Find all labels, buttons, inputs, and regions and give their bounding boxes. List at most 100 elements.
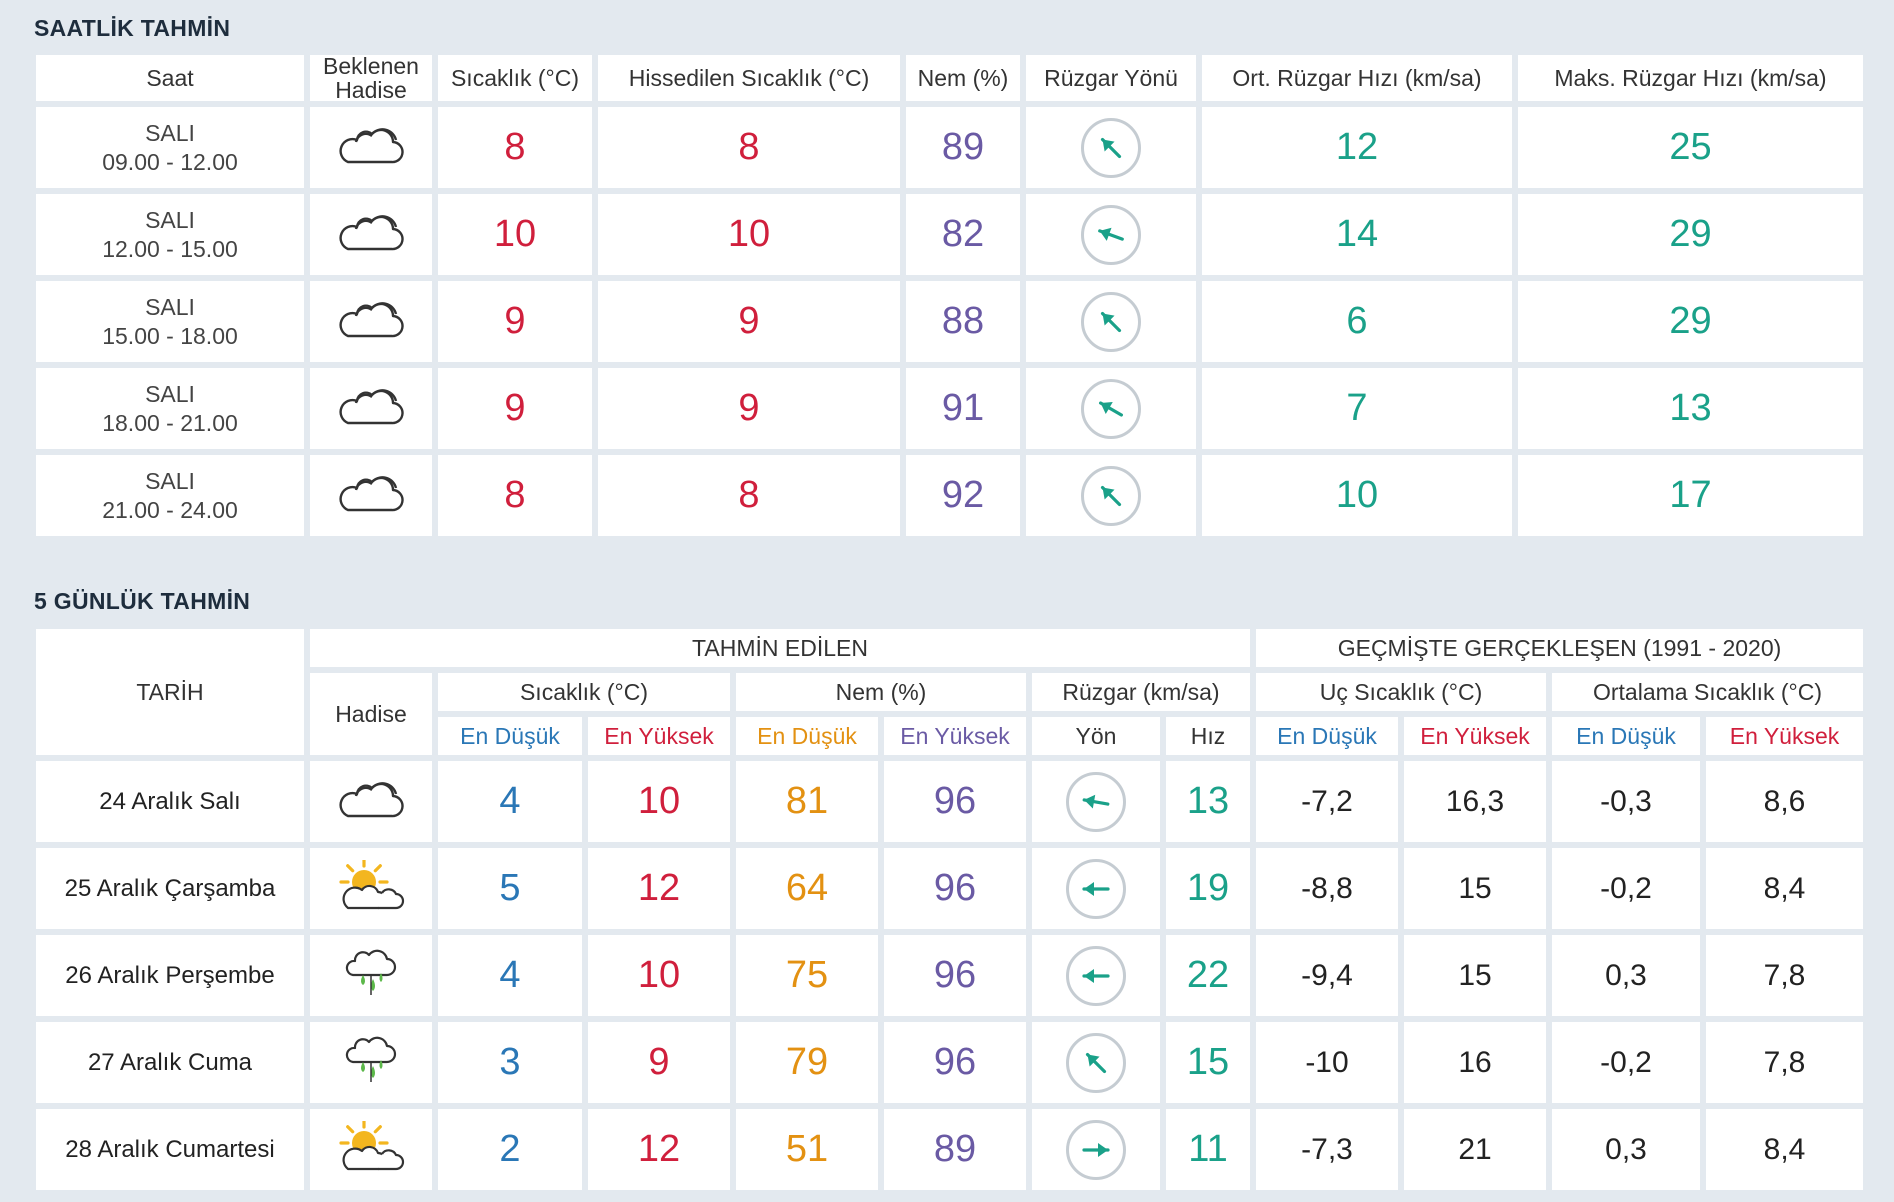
temp-max-value: 10 (588, 761, 730, 842)
extreme-min-value: -7,2 (1256, 761, 1398, 842)
day-name: SALI (145, 467, 195, 494)
wind-speed-value: 13 (1166, 761, 1250, 842)
temp-max-value: 9 (588, 1022, 730, 1103)
cloudy-icon (334, 122, 408, 173)
weather-icon-cell (310, 848, 432, 929)
max-wind-value: 29 (1518, 281, 1863, 362)
weather-icon-cell (310, 455, 432, 536)
wind-direction-indicator (1081, 378, 1141, 439)
temperature-value: 8 (438, 107, 592, 188)
header-ortalama-sicaklik: Ortalama Sıcaklık (°C) (1552, 673, 1863, 711)
header-hadise-line-2: Hadise (335, 77, 407, 103)
avg-wind-value: 6 (1202, 281, 1512, 362)
wind-arrow-icon (1100, 311, 1122, 332)
wind-direction-cell (1026, 107, 1196, 188)
humidity-max-value: 96 (884, 848, 1026, 929)
humidity-value: 92 (906, 455, 1020, 536)
humidity-min-value: 81 (736, 761, 878, 842)
header-uc-sicaklik: Uç Sıcaklık (°C) (1256, 673, 1546, 711)
wind-direction-indicator (1081, 117, 1141, 178)
humidity-max-value: 96 (884, 1022, 1026, 1103)
wind-direction-cell (1026, 455, 1196, 536)
temperature-value: 9 (438, 368, 592, 449)
average-min-value: 0,3 (1552, 1109, 1700, 1190)
average-max-value: 7,8 (1706, 935, 1863, 1016)
header-extreme-max: En Yüksek (1404, 717, 1546, 755)
wind-direction-cell (1032, 935, 1160, 1016)
header-ruzgar: Rüzgar (km/sa) (1032, 673, 1250, 711)
wind-direction-indicator (1066, 858, 1126, 919)
day-name: SALI (145, 206, 195, 233)
header-saat: Saat (36, 55, 304, 101)
extreme-min-value: -8,8 (1256, 848, 1398, 929)
extreme-max-value: 16,3 (1404, 761, 1546, 842)
temp-min-value: 4 (438, 761, 582, 842)
feels-like-value: 9 (598, 368, 900, 449)
temperature-value: 9 (438, 281, 592, 362)
extreme-max-value: 15 (1404, 935, 1546, 1016)
wind-direction-cell (1032, 761, 1160, 842)
hourly-time-cell: SALI 21.00 - 24.00 (36, 455, 304, 536)
hourly-time-cell: SALI 09.00 - 12.00 (36, 107, 304, 188)
rain-icon (343, 945, 399, 1006)
extreme-max-value: 21 (1404, 1109, 1546, 1190)
header-beklenen-hadise: Beklenen Hadise (310, 54, 432, 103)
avg-wind-value: 14 (1202, 194, 1512, 275)
temperature-value: 10 (438, 194, 592, 275)
average-max-value: 8,4 (1706, 1109, 1863, 1190)
average-max-value: 8,6 (1706, 761, 1863, 842)
rain-icon (343, 1032, 399, 1093)
wind-speed-value: 19 (1166, 848, 1250, 929)
average-min-value: -0,2 (1552, 848, 1700, 929)
extreme-min-value: -7,3 (1256, 1109, 1398, 1190)
wind-direction-cell (1026, 368, 1196, 449)
header-wind-direction: Yön (1032, 717, 1160, 755)
date-label: 25 Aralık Çarşamba (36, 848, 304, 929)
wind-direction-indicator (1066, 1119, 1126, 1180)
extreme-min-value: -9,4 (1256, 935, 1398, 1016)
temp-min-value: 2 (438, 1109, 582, 1190)
header-maks-ruzgar: Maks. Rüzgar Hızı (km/sa) (1518, 55, 1863, 101)
day-name: SALI (145, 293, 195, 320)
cloudy-icon (334, 776, 408, 827)
temp-max-value: 10 (588, 935, 730, 1016)
wind-arrow-icon (1100, 137, 1122, 158)
cloudy-icon (334, 383, 408, 434)
max-wind-value: 25 (1518, 107, 1863, 188)
feels-like-value: 8 (598, 455, 900, 536)
max-wind-value: 13 (1518, 368, 1863, 449)
average-max-value: 7,8 (1706, 1022, 1863, 1103)
wind-direction-cell (1032, 1109, 1160, 1190)
wind-direction-indicator (1066, 945, 1126, 1006)
avg-wind-value: 10 (1202, 455, 1512, 536)
avg-wind-value: 7 (1202, 368, 1512, 449)
humidity-value: 88 (906, 281, 1020, 362)
wind-direction-indicator (1066, 1032, 1126, 1093)
cloudy-icon (334, 209, 408, 260)
header-tahmin-edilen: TAHMİN EDİLEN (310, 629, 1250, 667)
header-average-max: En Yüksek (1706, 717, 1863, 755)
weather-icon-cell (310, 935, 432, 1016)
header-sicaklik: Sıcaklık (°C) (438, 55, 592, 101)
header-ort-ruzgar: Ort. Rüzgar Hızı (km/sa) (1202, 55, 1512, 101)
wind-direction-indicator (1066, 771, 1126, 832)
wind-direction-indicator (1081, 204, 1141, 265)
wind-arrow-icon (1082, 1142, 1110, 1157)
average-max-value: 8,4 (1706, 848, 1863, 929)
wind-arrow-icon (1085, 1052, 1107, 1073)
header-average-min: En Düşük (1552, 717, 1700, 755)
date-label: 24 Aralık Salı (36, 761, 304, 842)
feels-like-value: 10 (598, 194, 900, 275)
extreme-max-value: 15 (1404, 848, 1546, 929)
feels-like-value: 8 (598, 107, 900, 188)
wind-direction-cell (1026, 194, 1196, 275)
header-tarih: TARİH (36, 629, 304, 755)
header-nem: Nem (%) (736, 673, 1026, 711)
header-hissedilen: Hissedilen Sıcaklık (°C) (598, 55, 900, 101)
header-ruzgar-yonu: Rüzgar Yönü (1026, 55, 1196, 101)
wind-arrow-icon (1100, 485, 1122, 506)
humidity-min-value: 75 (736, 935, 878, 1016)
header-sicaklik: Sıcaklık (°C) (438, 673, 730, 711)
weather-icon-cell (310, 1109, 432, 1190)
header-humidity-min: En Düşük (736, 717, 878, 755)
